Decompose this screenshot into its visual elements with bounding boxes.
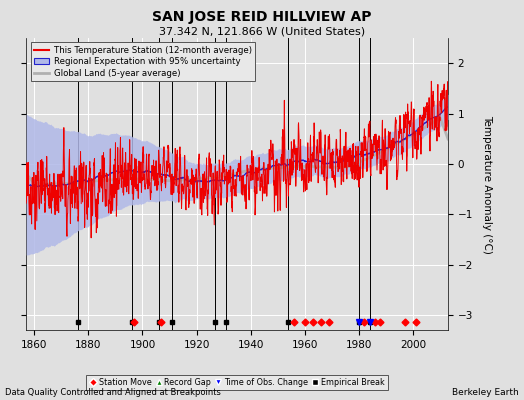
Text: SAN JOSE REID HILLVIEW AP: SAN JOSE REID HILLVIEW AP [152,10,372,24]
Text: 37.342 N, 121.866 W (United States): 37.342 N, 121.866 W (United States) [159,26,365,36]
Text: Data Quality Controlled and Aligned at Breakpoints: Data Quality Controlled and Aligned at B… [5,388,221,397]
Y-axis label: Temperature Anomaly (°C): Temperature Anomaly (°C) [483,114,493,254]
Text: Berkeley Earth: Berkeley Earth [452,388,519,397]
Legend: Station Move, Record Gap, Time of Obs. Change, Empirical Break: Station Move, Record Gap, Time of Obs. C… [86,375,388,390]
